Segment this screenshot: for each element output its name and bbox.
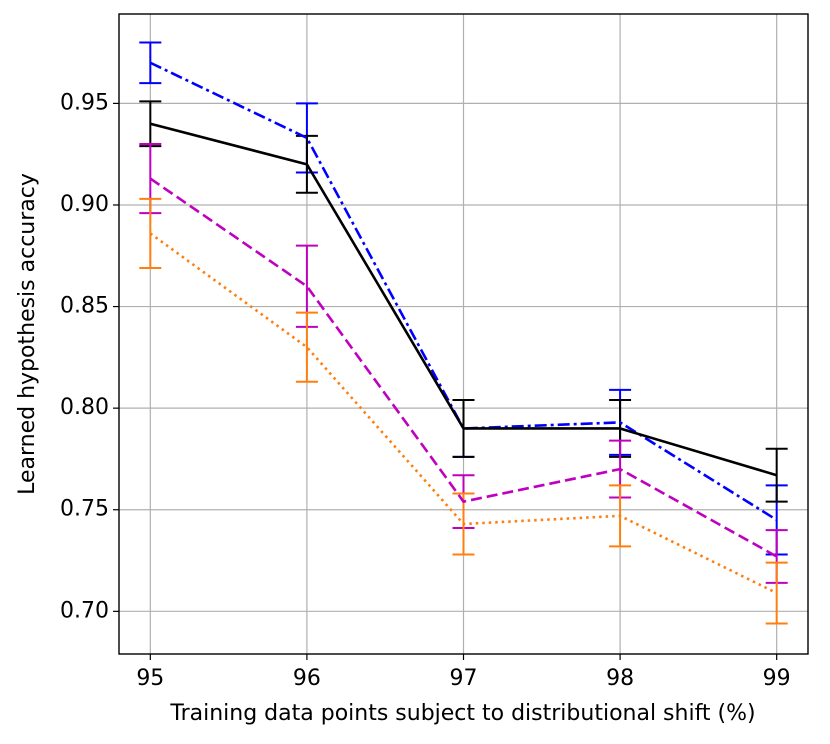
y-tick-label: 0.80 (60, 395, 109, 420)
x-tick-label: 96 (293, 666, 321, 691)
x-tick-label: 95 (136, 666, 164, 691)
line (149, 122, 778, 477)
plot-frame (118, 13, 809, 655)
line (149, 61, 778, 522)
x-tick-label: 98 (606, 666, 634, 691)
x-axis-label: Training data points subject to distribu… (169, 701, 755, 726)
x-tick-label: 99 (763, 666, 791, 691)
y-tick-label: 0.75 (60, 497, 109, 522)
line (149, 232, 778, 595)
y-tick-label: 0.70 (60, 598, 109, 623)
x-tick-label: 97 (450, 666, 478, 691)
line (149, 177, 778, 558)
y-axis-label: Learned hypothesis accuracy (15, 173, 40, 495)
y-tick-label: 0.85 (60, 294, 109, 319)
y-tick-label: 0.90 (60, 192, 109, 217)
y-tick-label: 0.95 (60, 90, 109, 115)
